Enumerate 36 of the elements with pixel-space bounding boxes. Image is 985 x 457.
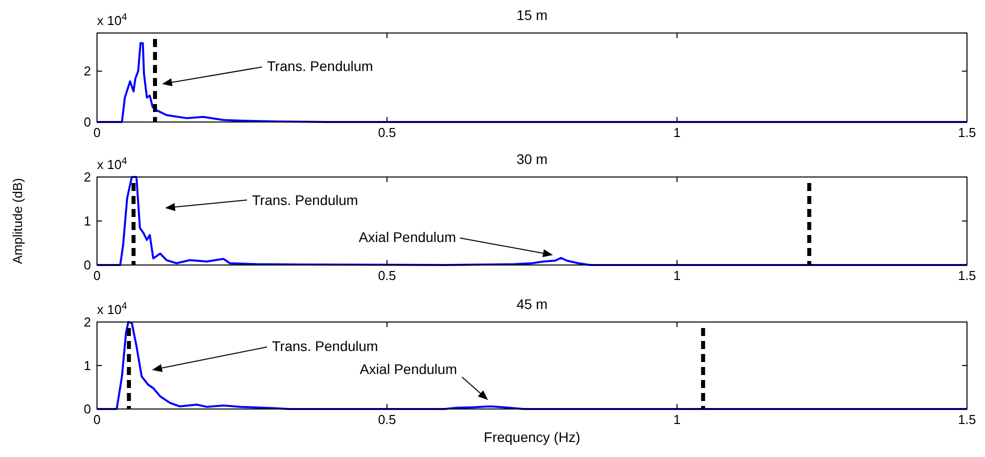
line-series	[96, 176, 968, 266]
x-tick-label: 1	[673, 125, 681, 140]
y-tick-label: 0	[84, 258, 91, 273]
x-tick-label: 1.5	[958, 412, 976, 427]
x-tick-label: 0.5	[378, 412, 396, 427]
x-tick-label: 0	[93, 268, 101, 283]
annotation: Axial Pendulum	[358, 228, 456, 245]
y-tick-label: 0	[84, 114, 91, 130]
x-tick-label: 0	[93, 125, 101, 140]
x-axis-title: Frequency (Hz)	[484, 429, 580, 445]
y-tick-label: 0	[84, 402, 91, 417]
chart-title: 30 m	[516, 151, 548, 167]
x-tick-label: 0.5	[378, 268, 396, 283]
x-tick-label: 1.5	[958, 125, 976, 140]
x-tick-label: 1	[673, 412, 681, 427]
x-tick-label: 1	[673, 268, 681, 283]
text: x 10$^{4}$	[97, 12, 128, 28]
y-tick-label: 2	[84, 314, 91, 330]
chart-title: 45 m	[516, 296, 548, 312]
x-tick-label: 0.5	[378, 125, 396, 140]
y-tick-label: 1	[84, 214, 91, 229]
text: x 10$^{4}$	[97, 156, 128, 172]
y-tick-label: 1	[84, 358, 91, 374]
chart-title: 15 m	[516, 7, 548, 23]
line-series	[96, 42, 968, 123]
annotation: Trans. Pendulum	[272, 338, 378, 354]
text: x 10$^{4}$	[97, 300, 128, 317]
y-axis-title: Amplitude (dB)	[10, 178, 25, 264]
annotation: Trans. Pendulum	[267, 58, 374, 74]
y-tick-label: 2	[84, 170, 91, 185]
x-tick-label: 1.5	[958, 268, 976, 283]
x-tick-label: 0	[93, 412, 101, 427]
line-series	[96, 321, 968, 410]
y-tick-label: 2	[84, 64, 91, 79]
annotation: Trans. Pendulum	[252, 192, 358, 208]
annotation: Axial Pendulum	[360, 360, 457, 377]
